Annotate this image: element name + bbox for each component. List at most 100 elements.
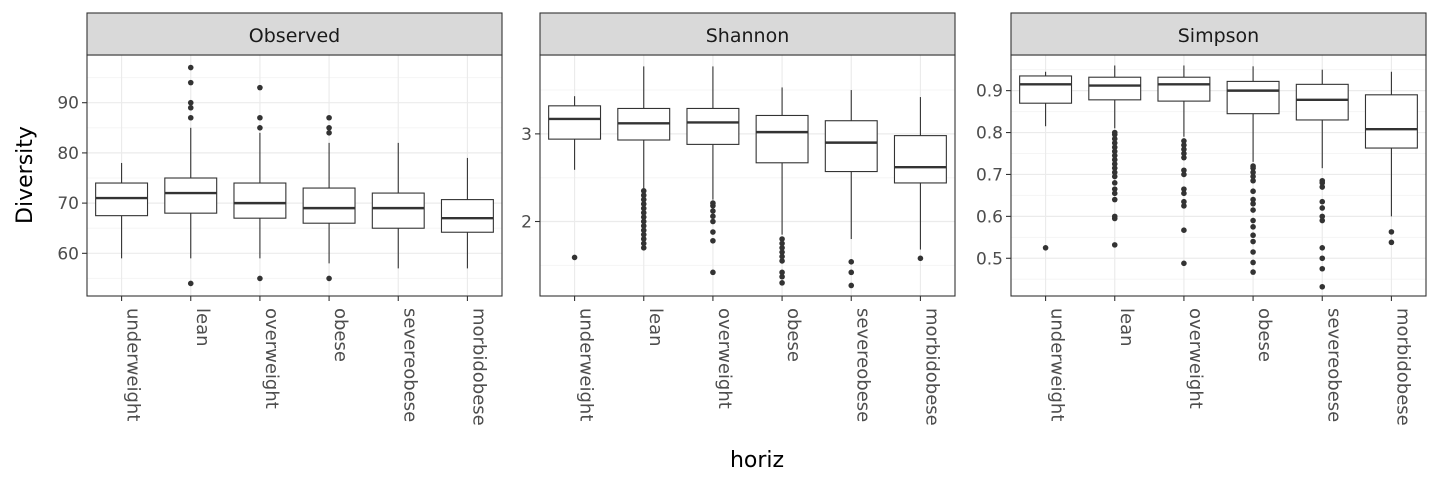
- outlier-point: [779, 249, 785, 255]
- x-tick-label: underweight: [123, 308, 144, 421]
- outlier-point: [187, 79, 194, 86]
- box-obese: [755, 87, 809, 286]
- box-iqr: [371, 192, 425, 229]
- x-tick-label: morbidobese: [468, 308, 489, 426]
- outlier-point: [1181, 186, 1187, 192]
- outlier-point: [1250, 207, 1256, 213]
- outlier-point: [1111, 213, 1118, 220]
- box-morbidobese: [1364, 71, 1418, 246]
- outlier-point: [1111, 180, 1118, 186]
- outlier-point: [710, 269, 716, 276]
- box-underweight: [548, 96, 602, 261]
- outlier-point: [1181, 167, 1187, 174]
- outlier-point: [779, 273, 785, 280]
- box-overweight: [1157, 65, 1211, 267]
- outlier-point: [187, 104, 194, 111]
- box-iqr: [824, 120, 878, 173]
- outlier-point: [1250, 200, 1256, 207]
- outlier-point: [640, 227, 647, 234]
- outlier-point: [640, 245, 647, 251]
- facet-strip-label: Shannon: [706, 25, 790, 47]
- outlier-point: [1319, 198, 1326, 205]
- x-tick-label: overweight: [261, 308, 282, 409]
- outlier-point: [640, 196, 647, 203]
- box-iqr: [95, 182, 149, 217]
- box-morbidobese: [440, 157, 494, 269]
- box-iqr: [1088, 76, 1142, 101]
- outlier-point: [1111, 242, 1118, 248]
- outlier-point: [1181, 154, 1187, 161]
- x-tick-label: lean: [1116, 308, 1137, 347]
- outlier-point: [640, 192, 647, 199]
- x-tick-label: obese: [330, 308, 351, 362]
- outlier-point: [257, 125, 263, 131]
- box-severeobese: [371, 142, 425, 269]
- outlier-point: [257, 114, 263, 121]
- box-iqr: [893, 135, 947, 184]
- y-tick-label: 0.8: [976, 124, 1003, 144]
- outlier-point: [779, 240, 785, 247]
- x-tick-label: underweight: [1047, 308, 1068, 421]
- box-lean: [1088, 65, 1142, 248]
- outlier-point: [1111, 148, 1118, 155]
- outlier-point: [257, 84, 263, 91]
- outlier-point: [779, 280, 785, 286]
- box-lean: [617, 66, 671, 251]
- outlier-point: [1181, 138, 1187, 144]
- outlier-point: [187, 114, 194, 121]
- outlier-point: [710, 229, 716, 235]
- panel-background: [87, 55, 502, 296]
- x-tick-label: lean: [192, 308, 213, 347]
- box-iqr: [686, 107, 740, 145]
- x-tick-label: overweight: [1185, 308, 1206, 409]
- facet-strip: [1010, 12, 1427, 56]
- outlier-point: [779, 269, 785, 276]
- y-tick-label: 0.7: [976, 165, 1003, 185]
- outlier-point: [1111, 156, 1118, 163]
- outlier-point: [640, 218, 647, 225]
- outlier-point: [1111, 129, 1118, 136]
- outlier-point: [1181, 260, 1187, 267]
- outlier-point: [1319, 245, 1326, 251]
- x-tick-label: underweight: [576, 308, 597, 421]
- outlier-point: [848, 259, 855, 265]
- outlier-point: [1250, 249, 1256, 255]
- box-iqr: [1295, 83, 1349, 121]
- outlier-point: [1319, 255, 1326, 262]
- outlier-point: [1388, 229, 1395, 235]
- x-tick-label: lean: [645, 308, 666, 347]
- box-iqr: [1019, 75, 1073, 104]
- box-iqr: [548, 105, 602, 140]
- outlier-point: [710, 200, 716, 206]
- outlier-point: [917, 255, 924, 262]
- outlier-point: [1111, 169, 1118, 176]
- box-morbidobese: [893, 97, 947, 262]
- outlier-point: [571, 254, 578, 261]
- box-iqr: [755, 114, 809, 164]
- outlier-point: [640, 205, 647, 212]
- outlier-point: [1181, 198, 1187, 205]
- outlier-point: [326, 114, 332, 121]
- panel-background: [540, 55, 955, 296]
- facet-panel-observed: Observed 60 70 80 90 underweight lean overweigh…: [57, 12, 503, 426]
- outlier-point: [1250, 224, 1256, 230]
- facet-strip-label: Simpson: [1178, 25, 1259, 47]
- box-iqr: [164, 177, 218, 214]
- x-tick-label: obese: [1254, 308, 1275, 362]
- box-underweight: [1019, 71, 1073, 251]
- box-severeobese: [1295, 69, 1349, 290]
- outlier-point: [1250, 238, 1256, 245]
- box-iqr: [233, 182, 287, 219]
- box-iqr: [1226, 80, 1280, 115]
- outlier-point: [1111, 161, 1118, 167]
- outlier-point: [1111, 165, 1118, 171]
- outlier-point: [326, 130, 332, 136]
- outlier-point: [1111, 152, 1118, 159]
- outlier-point: [1111, 196, 1118, 203]
- outlier-point: [1111, 190, 1118, 197]
- facet-strip: [539, 12, 956, 56]
- outlier-point: [779, 245, 785, 251]
- box-iqr: [440, 199, 494, 233]
- outlier-point: [640, 201, 647, 207]
